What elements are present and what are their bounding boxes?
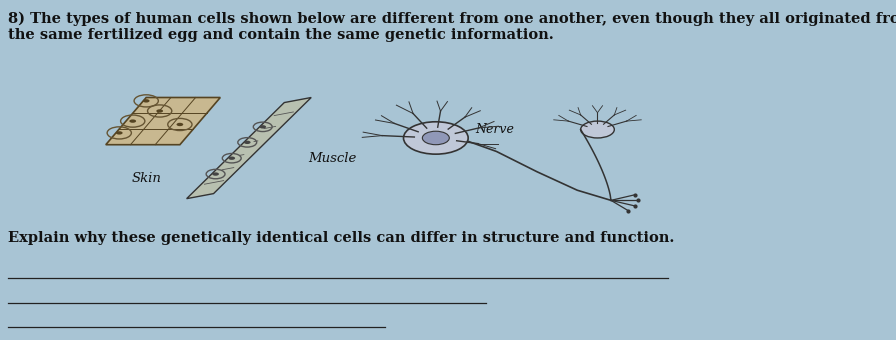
Circle shape (581, 121, 615, 138)
Polygon shape (106, 98, 220, 145)
Circle shape (228, 156, 235, 160)
Text: Nerve: Nerve (475, 123, 513, 136)
Circle shape (129, 119, 136, 123)
Polygon shape (186, 98, 311, 199)
Circle shape (142, 99, 150, 103)
Circle shape (116, 131, 123, 135)
Text: Explain why these genetically identical cells can differ in structure and functi: Explain why these genetically identical … (8, 231, 675, 245)
Text: 8) The types of human cells shown below are different from one another, even tho: 8) The types of human cells shown below … (8, 12, 896, 42)
Circle shape (259, 125, 266, 129)
Circle shape (244, 141, 251, 144)
Circle shape (422, 131, 449, 145)
Circle shape (403, 122, 469, 154)
Text: Skin: Skin (132, 172, 161, 185)
Circle shape (212, 172, 219, 176)
Circle shape (156, 109, 163, 113)
Text: Muscle: Muscle (308, 152, 357, 165)
Circle shape (177, 123, 184, 126)
